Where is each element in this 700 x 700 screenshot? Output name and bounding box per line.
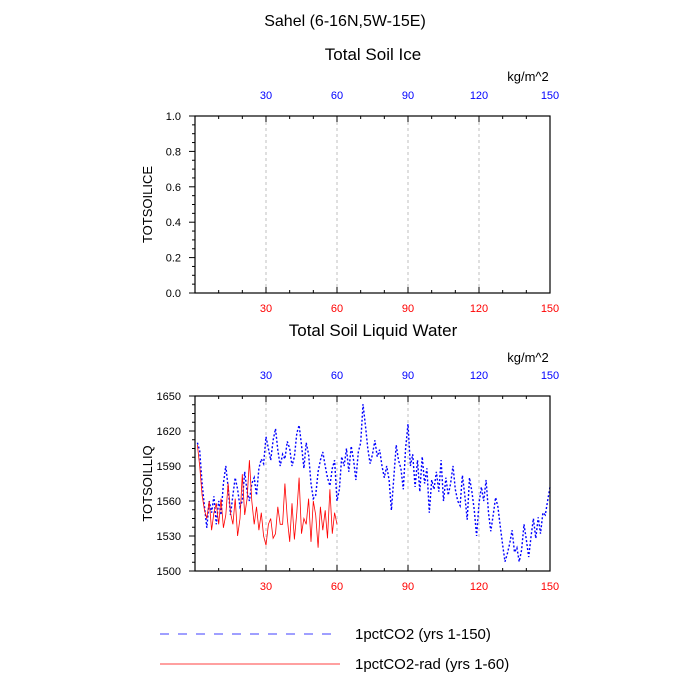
- panels: Total Soil Ice kg/m^2 30 30 60 60 90 90 120 120 15…: [140, 45, 559, 593]
- x-tick-label-bottom: 150: [541, 303, 559, 315]
- units-label: kg/m^2: [507, 350, 549, 365]
- x-tick-label-bottom: 120: [470, 581, 488, 593]
- y-tick-label: 1530: [157, 531, 181, 543]
- plot-frame: [194, 115, 551, 294]
- y-tick-label: 1650: [157, 391, 181, 403]
- y-axis-label: TOTSOILLIQ: [140, 445, 155, 521]
- units-label: kg/m^2: [507, 69, 549, 84]
- x-tick-label-bottom: 60: [331, 581, 343, 593]
- x-tick-label-top: 150: [541, 90, 559, 102]
- legend-label-2: 1pctCO2-rad (yrs 1-60): [355, 656, 509, 673]
- x-tick-label-bottom: 90: [402, 581, 414, 593]
- y-tick-label: 1590: [157, 461, 181, 473]
- series-line-1: [196, 404, 551, 562]
- x-tick-label-top: 30: [260, 90, 272, 102]
- y-tick-label: 1500: [157, 566, 181, 578]
- y-tick-label: 0.2: [166, 253, 181, 265]
- x-tick-label-top: 90: [402, 370, 414, 382]
- y-axis-label: TOTSOILICE: [140, 166, 155, 243]
- x-tick-label-top: 120: [470, 90, 488, 102]
- x-tick-label-bottom: 30: [260, 303, 272, 315]
- x-tick-label-bottom: 60: [331, 303, 343, 315]
- x-tick-label-top: 60: [331, 370, 343, 382]
- y-tick-label: 1560: [157, 496, 181, 508]
- y-tick-label: 0.4: [166, 217, 181, 229]
- chart-panel-2: Total Soil Liquid Water kg/m^2 30 30 60 60 90 9…: [140, 321, 559, 593]
- x-tick-label-bottom: 90: [402, 303, 414, 315]
- legend-label-1: 1pctCO2 (yrs 1-150): [355, 626, 491, 643]
- chart-title: Total Soil Liquid Water: [289, 321, 458, 340]
- chart-panel-1: Total Soil Ice kg/m^2 30 30 60 60 90 90 120 120 15…: [140, 45, 559, 315]
- x-tick-label-bottom: 150: [541, 581, 559, 593]
- figure-title: Sahel (6-16N,5W-15E): [264, 13, 426, 30]
- x-tick-label-top: 60: [331, 90, 343, 102]
- series-line-2: [197, 444, 338, 548]
- plot-frame: [194, 395, 551, 572]
- x-tick-label-top: 90: [402, 90, 414, 102]
- y-tick-label: 1.0: [166, 111, 181, 123]
- y-tick-label: 0.6: [166, 182, 181, 194]
- y-tick-label: 1620: [157, 426, 181, 438]
- x-tick-label-top: 30: [260, 370, 272, 382]
- x-tick-label-bottom: 30: [260, 581, 272, 593]
- chart-title: Total Soil Ice: [325, 45, 421, 64]
- x-tick-label-bottom: 120: [470, 303, 488, 315]
- legend: 1pctCO2 (yrs 1-150) 1pctCO2-rad (yrs 1-60…: [160, 626, 509, 673]
- y-tick-label: 0.0: [166, 288, 181, 300]
- x-tick-label-top: 150: [541, 370, 559, 382]
- y-tick-label: 0.8: [166, 146, 181, 158]
- x-tick-label-top: 120: [470, 370, 488, 382]
